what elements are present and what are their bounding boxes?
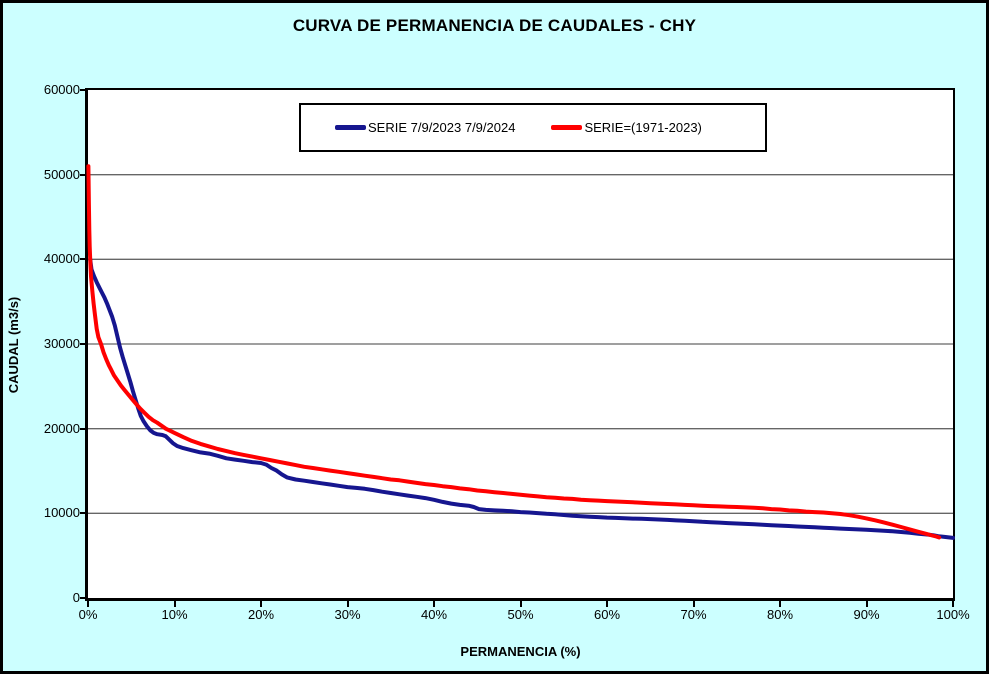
y-tick-mark (80, 427, 86, 430)
x-tick-mark (952, 601, 954, 607)
y-tick-mark (80, 597, 86, 599)
y-tick-mark (80, 89, 86, 91)
x-tick-mark (606, 601, 608, 607)
x-tick-label-100%: 100% (936, 607, 970, 622)
legend-item-series2: SERIE=(1971-2023) (551, 120, 702, 135)
x-tick-mark (260, 601, 262, 607)
plot-area (85, 88, 955, 601)
series-line-1 (88, 257, 955, 540)
x-tick-label-80%: 80% (766, 607, 794, 622)
series1-line-swatch (335, 125, 366, 130)
x-tick-mark (173, 601, 176, 607)
y-tick-label-0: 0 (72, 590, 80, 605)
legend-item-series1: SERIE 7/9/2023 7/9/2024 (335, 120, 515, 135)
y-tick-label-60000: 60000 (43, 82, 80, 97)
x-tick-label-70%: 70% (680, 607, 707, 622)
y-tick-label-40000: 40000 (43, 251, 80, 267)
x-tick-mark (519, 601, 522, 607)
x-tick-mark (346, 601, 349, 607)
legend-label-series1: SERIE 7/9/2023 7/9/2024 (368, 120, 516, 135)
x-tick-label-90%: 90% (853, 607, 880, 622)
x-tick-label-50%: 50% (507, 607, 534, 622)
y-tick-label-50000: 50000 (43, 166, 80, 182)
y-tick-mark (80, 343, 86, 345)
y-tick-mark (80, 512, 86, 515)
x-tick-mark (433, 601, 435, 607)
legend-label-series2: SERIE=(1971-2023) (584, 120, 702, 135)
x-tick-label-20%: 20% (247, 607, 275, 622)
series2-line-swatch (551, 125, 583, 130)
x-axis-title: PERMANENCIA (%) (460, 644, 581, 659)
x-tick-label-40%: 40% (420, 607, 448, 622)
x-tick-mark (779, 601, 781, 607)
y-tick-label-10000: 10000 (43, 505, 80, 521)
x-tick-mark (865, 601, 868, 607)
x-tick-label-30%: 30% (334, 607, 361, 622)
y-tick-label-30000: 30000 (43, 336, 80, 351)
chart-canvas (86, 164, 955, 540)
y-tick-label-20000: 20000 (43, 420, 80, 436)
series-line-2 (86, 164, 942, 540)
x-tick-label-0%: 0% (78, 607, 98, 622)
y-tick-mark (80, 258, 86, 261)
y-axis-title: CAUDAL (m3/s) (6, 296, 21, 394)
chart-title: CURVA DE PERMANENCIA DE CAUDALES - CHY (292, 16, 697, 35)
x-tick-mark (87, 601, 89, 607)
legend: SERIE 7/9/2023 7/9/2024 SERIE=(1971-2023… (299, 103, 767, 152)
x-tick-label-10%: 10% (161, 607, 188, 622)
x-tick-mark (692, 601, 695, 607)
y-tick-mark (80, 173, 86, 176)
x-tick-label-60%: 60% (593, 607, 621, 622)
